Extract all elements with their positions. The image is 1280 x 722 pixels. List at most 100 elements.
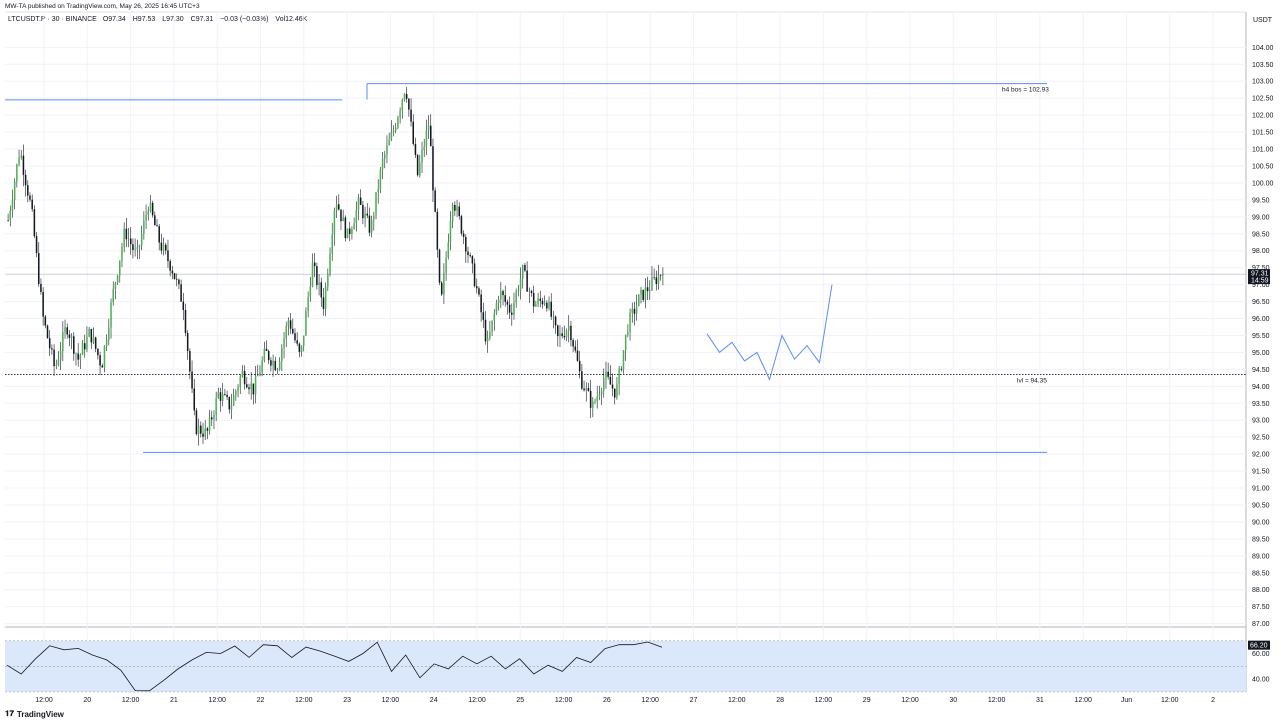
candle-body xyxy=(42,291,44,317)
close-value: C97.31 xyxy=(190,16,214,23)
x-tick-label: 26 xyxy=(603,697,611,704)
candle-body xyxy=(208,417,211,431)
candle-body xyxy=(53,349,55,367)
candle-body xyxy=(486,338,489,342)
candle-body xyxy=(18,157,20,165)
candle-body xyxy=(112,288,114,303)
candle-body xyxy=(254,376,257,395)
y-tick-label: 101.00 xyxy=(1252,147,1274,154)
candle-body xyxy=(213,414,215,420)
candle-body xyxy=(506,301,509,305)
candle-body xyxy=(557,325,559,337)
candle-body xyxy=(333,210,336,235)
change-value: −0.03 (−0.03%) xyxy=(220,16,269,23)
candle-body xyxy=(178,279,180,285)
candle-body xyxy=(440,282,443,295)
tradingview-footer[interactable]: 𝟏𝟕 TradingView xyxy=(5,709,64,719)
rsi-pane[interactable]: 60.00 40.00 66.20 xyxy=(5,640,1270,693)
candle-body xyxy=(427,125,430,131)
candle-body xyxy=(572,340,574,347)
y-tick-label: 102.50 xyxy=(1252,96,1274,103)
candle-body xyxy=(261,360,263,373)
countdown-label: 14:59 xyxy=(1251,278,1269,285)
y-tick-label: 100.00 xyxy=(1252,180,1274,187)
low-value: L97.30 xyxy=(162,16,184,23)
candle-body xyxy=(399,110,401,118)
x-tick-label: 12:00 xyxy=(382,697,400,704)
candle-body xyxy=(232,395,235,406)
y-tick-label: 96.50 xyxy=(1252,299,1270,306)
candle-body xyxy=(167,250,169,262)
candle-body xyxy=(200,425,202,434)
candle-body xyxy=(403,93,406,100)
x-tick-label: 27 xyxy=(690,697,698,704)
price-axis[interactable]: 104.00 103.50 103.00 102.50 102.00 101.50 101.… xyxy=(1248,45,1274,628)
candle-body xyxy=(165,244,167,251)
candle-body xyxy=(401,99,404,111)
candle-body xyxy=(574,346,577,351)
time-axis[interactable]: 12:00 20 12:00 21 12:00 22 12:00 23 12:00 24 12:00… xyxy=(35,697,1215,704)
candle-body xyxy=(143,220,145,234)
candle-body xyxy=(210,417,213,420)
candle-body xyxy=(197,425,200,435)
candle-body xyxy=(635,306,638,314)
candle-body xyxy=(226,394,228,398)
candle-body xyxy=(35,236,38,254)
symbol-label[interactable]: LTCUSDT.P · 30 · BINANCE xyxy=(8,16,97,23)
candle-body xyxy=(154,215,156,226)
candle-body xyxy=(375,192,377,216)
x-tick-label: 12:00 xyxy=(468,697,486,704)
candle-body xyxy=(31,199,33,210)
x-tick-label: 28 xyxy=(776,697,784,704)
candle-body xyxy=(103,346,106,368)
y-tick-label: 93.00 xyxy=(1252,418,1270,425)
candle-body xyxy=(456,206,458,211)
x-tick-label: 24 xyxy=(430,697,438,704)
candle-body xyxy=(596,396,598,402)
candle-body xyxy=(267,351,270,361)
candle-body xyxy=(81,343,84,355)
candle-body xyxy=(552,316,555,318)
candle-body xyxy=(379,169,382,190)
candle-body xyxy=(416,154,419,176)
candle-body xyxy=(484,319,487,342)
candle-body xyxy=(633,308,636,314)
y-tick-label: 104.00 xyxy=(1252,45,1274,52)
candle-body xyxy=(543,302,546,305)
candle-body xyxy=(646,287,649,292)
candle-body xyxy=(348,228,351,234)
candle-body xyxy=(274,360,277,371)
candle-body xyxy=(127,238,130,240)
candle-body xyxy=(265,348,268,352)
y-tick-label: 96.00 xyxy=(1252,316,1270,323)
candle-body xyxy=(495,303,498,314)
candle-body xyxy=(629,312,631,333)
x-tick-label: 20 xyxy=(83,697,91,704)
y-tick-label: 92.50 xyxy=(1252,435,1270,442)
candle-body xyxy=(338,204,340,210)
candle-body xyxy=(94,337,97,349)
candle-body xyxy=(121,247,123,261)
candle-body xyxy=(313,262,316,267)
candle-body xyxy=(169,261,171,271)
candle-body xyxy=(250,383,252,390)
x-tick-label: 12:00 xyxy=(122,697,140,704)
y-tick-label: 103.00 xyxy=(1252,79,1274,86)
candle-body xyxy=(296,340,298,344)
candle-body xyxy=(392,130,395,132)
candle-body xyxy=(491,320,493,332)
candle-body xyxy=(68,334,71,338)
candle-body xyxy=(563,335,566,338)
candle-body xyxy=(359,197,362,205)
candle-body xyxy=(436,211,439,250)
candle-body xyxy=(77,353,79,360)
candle-body xyxy=(173,273,176,279)
candle-body xyxy=(70,336,73,338)
candle-body xyxy=(515,291,517,303)
candle-body xyxy=(186,332,189,352)
currency-label: USDT xyxy=(1253,17,1273,24)
y-tick-label: 90.50 xyxy=(1252,502,1270,509)
y-tick-label: 101.50 xyxy=(1252,130,1274,137)
candle-body xyxy=(202,433,204,437)
